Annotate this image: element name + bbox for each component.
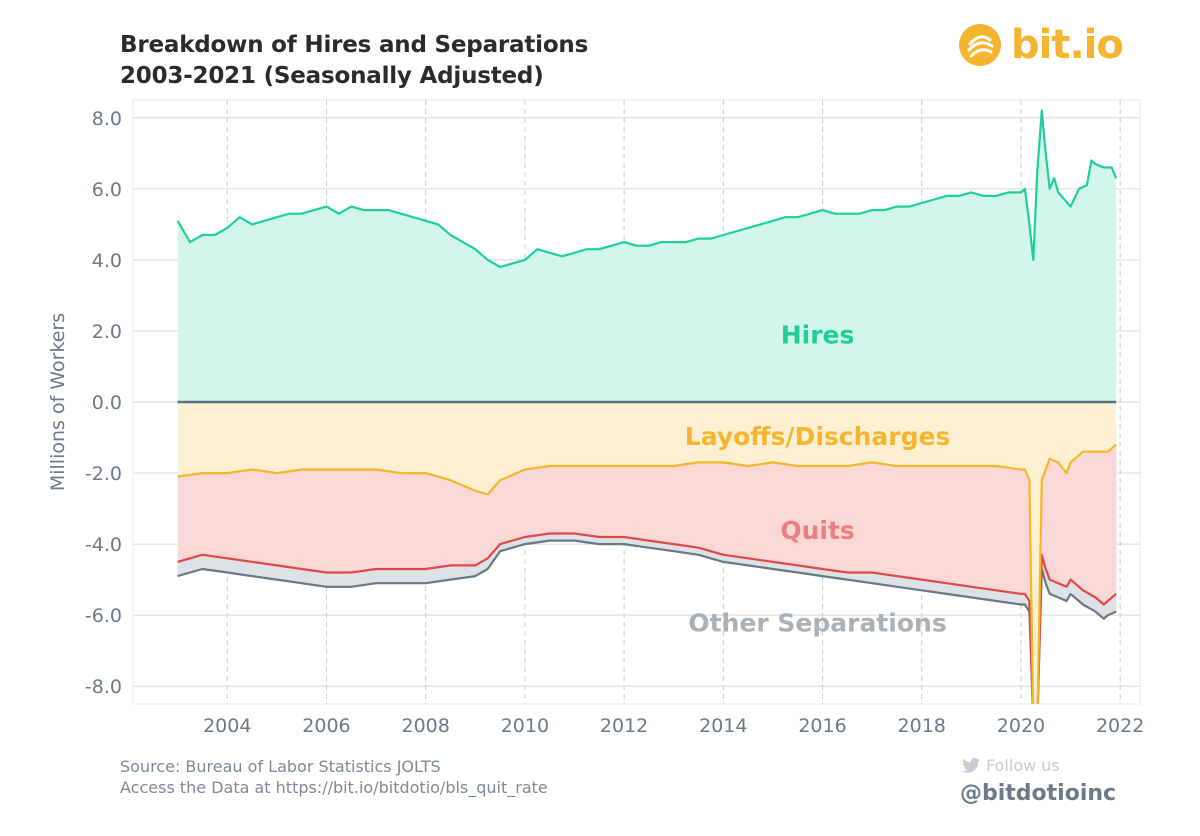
bitio-swirl-icon bbox=[959, 24, 1001, 66]
y-tick-label: -4.0 bbox=[85, 534, 122, 556]
y-axis-label: Millions of Workers bbox=[47, 313, 69, 491]
x-tick-label: 2020 bbox=[997, 715, 1045, 737]
x-tick-label: 2016 bbox=[798, 715, 846, 737]
y-tick-label: 8.0 bbox=[92, 108, 122, 130]
y-tick-label: -8.0 bbox=[85, 676, 122, 698]
twitter-bird-icon bbox=[962, 758, 980, 773]
logo-text: bit.io bbox=[1011, 22, 1124, 68]
chart-title-line-1: Breakdown of Hires and Separations bbox=[120, 32, 589, 58]
x-tick-label: 2022 bbox=[1096, 715, 1144, 737]
series-annotation: Hires bbox=[781, 320, 855, 349]
x-tick-label: 2012 bbox=[600, 715, 648, 737]
quits-area bbox=[177, 444, 1117, 704]
x-tick-label: 2006 bbox=[302, 715, 350, 737]
chart-title: Breakdown of Hires and Separations 2003-… bbox=[120, 30, 588, 92]
quits-line bbox=[177, 532, 1117, 704]
layoffs-line bbox=[177, 443, 1117, 704]
y-tick-label: 2.0 bbox=[92, 321, 122, 343]
follow-us[interactable]: Follow us bbox=[962, 756, 1060, 775]
x-tick-label: 2018 bbox=[898, 715, 946, 737]
y-tick-label: -2.0 bbox=[85, 463, 122, 485]
series-annotation: Other Separations bbox=[688, 608, 946, 637]
source-note: Source: Bureau of Labor Statistics JOLTS… bbox=[120, 756, 548, 798]
access-link[interactable]: Access the Data at https://bit.io/bitdot… bbox=[120, 778, 548, 797]
x-tick-label: 2008 bbox=[401, 715, 449, 737]
y-tick-label: 6.0 bbox=[92, 179, 122, 201]
x-tick-label: 2014 bbox=[699, 715, 747, 737]
twitter-handle[interactable]: @bitdotioinc bbox=[960, 781, 1117, 806]
source-text: Source: Bureau of Labor Statistics JOLTS bbox=[120, 757, 441, 776]
x-tick-label: 2004 bbox=[203, 715, 251, 737]
y-tick-label: 4.0 bbox=[92, 250, 122, 272]
chart-title-line-2: 2003-2021 (Seasonally Adjusted) bbox=[120, 63, 544, 89]
other-separations-line bbox=[177, 539, 1117, 704]
y-tick-label: -6.0 bbox=[85, 605, 122, 627]
y-tick-label: 0.0 bbox=[92, 392, 122, 414]
other-separations-area bbox=[177, 533, 1117, 704]
series-annotation: Layoffs/Discharges bbox=[685, 422, 951, 451]
hires-line bbox=[176, 109, 1118, 269]
plot-area bbox=[176, 109, 1118, 704]
follow-text: Follow us bbox=[986, 756, 1060, 775]
layoffs-area bbox=[177, 402, 1117, 704]
x-tick-label: 2010 bbox=[501, 715, 549, 737]
bitio-logo[interactable]: bit.io bbox=[957, 22, 1124, 68]
hires-area bbox=[177, 110, 1117, 402]
series-annotation: Quits bbox=[780, 516, 854, 545]
